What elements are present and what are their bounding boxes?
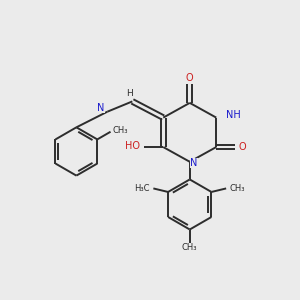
Text: N: N [97,103,104,113]
Text: CH₃: CH₃ [113,126,128,135]
Text: CH₃: CH₃ [182,243,197,252]
Text: HO: HO [125,141,140,151]
Text: CH₃: CH₃ [230,184,245,193]
Text: H₃C: H₃C [134,184,150,193]
Text: H: H [127,89,134,98]
Text: O: O [238,142,246,152]
Text: N: N [190,158,198,168]
Text: O: O [186,73,194,83]
Text: NH: NH [226,110,240,120]
